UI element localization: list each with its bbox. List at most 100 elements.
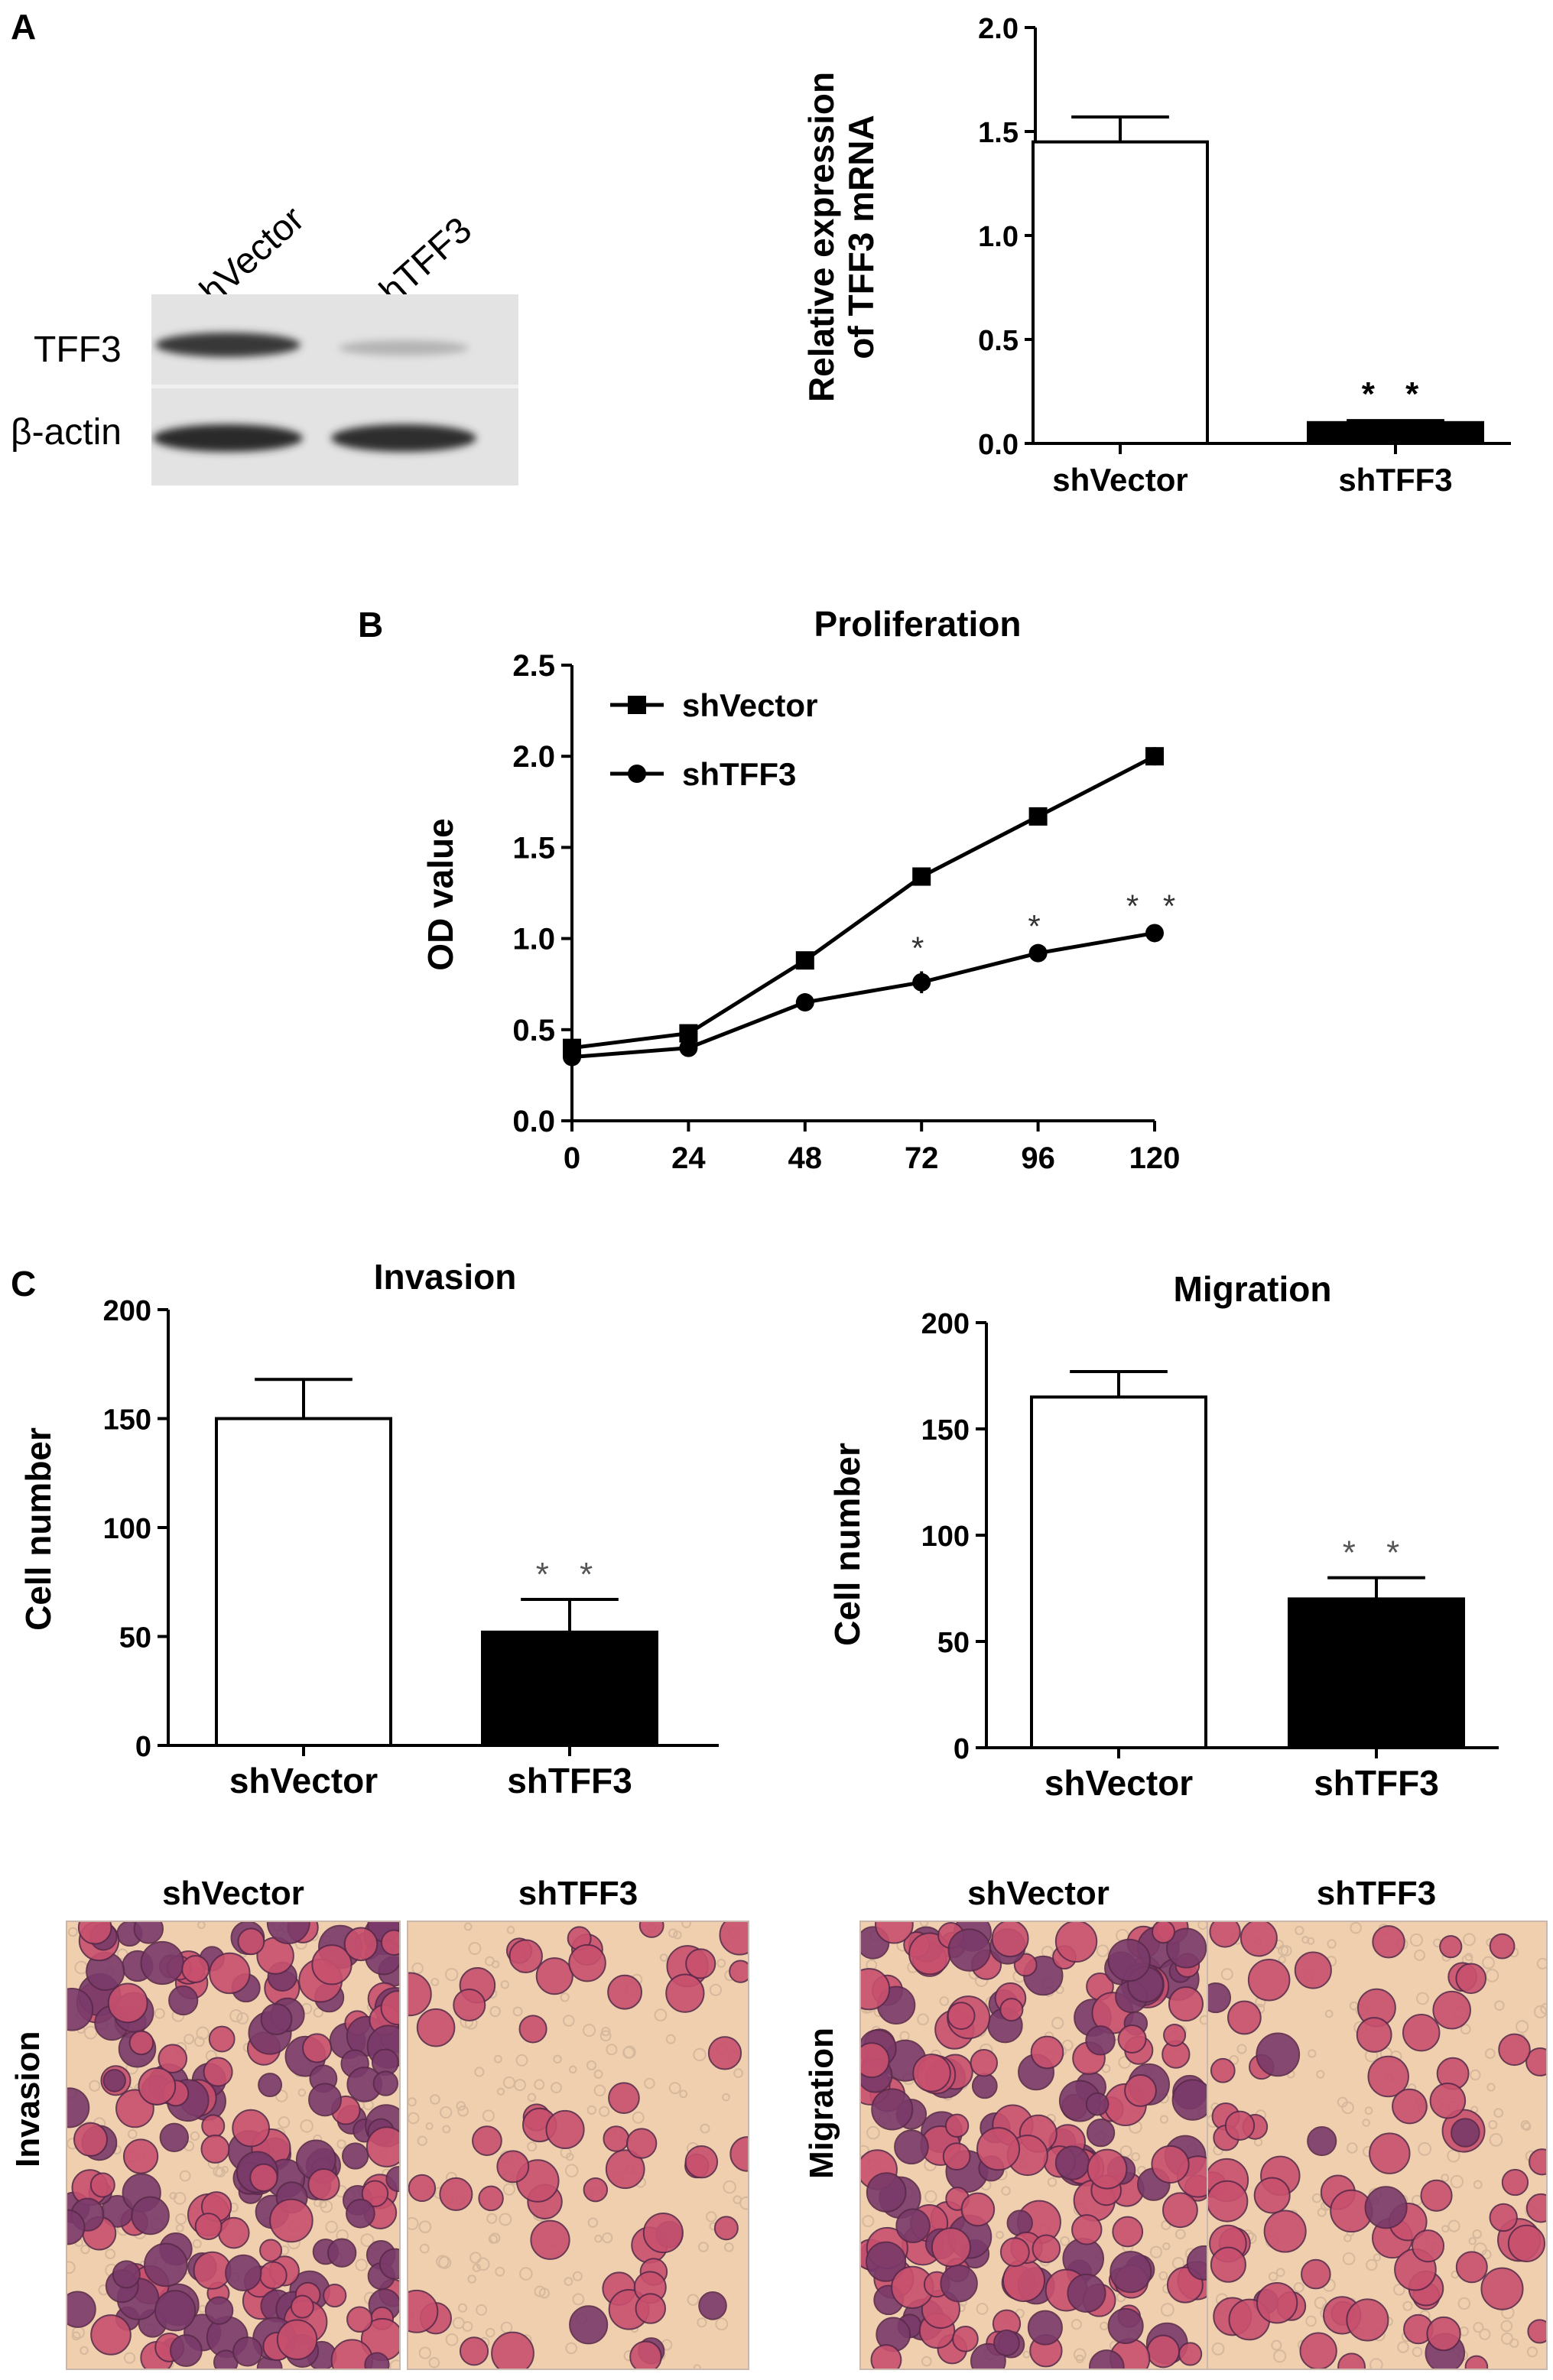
pore	[193, 2036, 205, 2047]
stained-cell	[1168, 1986, 1204, 2022]
bar-shtff3	[1288, 1597, 1465, 1749]
stained-cell	[861, 1968, 891, 2011]
stained-cell	[861, 2042, 890, 2079]
x-tick-label: 120	[1129, 1141, 1181, 1175]
stained-cell	[1107, 2307, 1144, 2344]
stained-cell	[203, 2057, 233, 2087]
pore	[1489, 2133, 1503, 2147]
stained-cell	[1210, 2246, 1246, 2283]
pore	[1293, 2281, 1304, 2293]
y-tick-label: 50	[937, 1627, 970, 1659]
legend-label: shTFF3	[682, 756, 796, 792]
stained-cell	[181, 1955, 210, 1983]
pore	[123, 2352, 136, 2364]
stained-cell	[260, 2003, 293, 2035]
pore	[1337, 2096, 1348, 2108]
stained-cell	[302, 2033, 333, 2063]
legend-label: shVector	[682, 687, 817, 723]
data-point-shtff3	[563, 1047, 581, 1067]
stained-cell	[940, 2264, 978, 2303]
pore	[418, 2346, 432, 2359]
pore	[622, 2046, 635, 2059]
pore	[360, 2233, 375, 2247]
pore	[1271, 2339, 1282, 2351]
pore	[723, 2180, 736, 2194]
stained-cell	[158, 2044, 188, 2073]
stained-cell	[530, 2219, 570, 2260]
panel-letter-a: A	[11, 7, 37, 47]
stained-cell	[408, 1972, 432, 2017]
pore	[1350, 1922, 1362, 1934]
y-tick-label: 100	[921, 1521, 970, 1553]
band-tff3-shtff3	[339, 340, 469, 356]
y-axis-label: Relative expression	[801, 72, 841, 402]
pore	[1162, 2242, 1171, 2251]
stained-cell	[112, 2260, 141, 2289]
stained-cell	[1071, 2214, 1103, 2245]
pore	[169, 2191, 177, 2200]
pore	[485, 1956, 495, 1966]
stained-cell	[366, 2126, 399, 2167]
pore	[1364, 2106, 1373, 2115]
stained-cell	[1529, 2148, 1546, 2176]
pore	[1311, 2193, 1322, 2203]
pore	[534, 2079, 545, 2090]
data-point-shvector	[1028, 807, 1048, 826]
stained-cell	[128, 2030, 154, 2056]
stained-cell	[1146, 2334, 1181, 2369]
stained-cell	[1294, 1951, 1332, 1989]
stained-cell	[1112, 2216, 1144, 2248]
pore	[489, 2005, 501, 2018]
pore	[1342, 2252, 1356, 2265]
pore	[527, 2093, 537, 2102]
pore	[175, 2223, 184, 2232]
micrograph-row-label-migration: Migration	[803, 2028, 840, 2179]
pore	[1463, 1933, 1476, 1947]
pore	[601, 2027, 611, 2037]
stained-cell	[1186, 2245, 1208, 2281]
stained-cell	[1501, 2168, 1529, 2197]
data-point-shtff3	[679, 1038, 698, 1057]
pore	[1060, 2236, 1071, 2246]
pore	[417, 2135, 427, 2146]
y-tick-label: 0.0	[978, 429, 1019, 461]
chart-title: Invasion	[374, 1257, 517, 1297]
pore	[668, 2082, 681, 2095]
pore	[564, 2277, 573, 2286]
blot-row-label-actin: β-actin	[11, 412, 122, 453]
stained-cell	[1239, 1922, 1278, 1957]
stained-cell	[971, 2073, 998, 2099]
stained-cell	[518, 2015, 547, 2044]
stained-cell	[866, 2172, 907, 2213]
stained-cell	[999, 1998, 1024, 2022]
pore	[733, 2195, 742, 2204]
micrograph-migration-shvector	[859, 1921, 1210, 2370]
pore	[275, 2089, 288, 2102]
stained-cell	[1032, 2234, 1061, 2264]
stained-cell	[608, 2082, 640, 2115]
pore	[1494, 2000, 1505, 2011]
stained-cell	[719, 1922, 748, 1956]
western-blot: shVector shTFF3 TFF3 β-actin	[0, 122, 535, 489]
pore	[563, 2015, 575, 2027]
stained-cell	[970, 2049, 999, 2077]
stained-cell	[1162, 2192, 1198, 2229]
stained-cell	[1412, 2229, 1445, 2263]
pore	[179, 2170, 191, 2182]
stained-cell	[122, 2138, 159, 2174]
pore	[300, 2119, 314, 2133]
pore	[1220, 1968, 1233, 1981]
stained-cell	[569, 2305, 609, 2345]
pore	[408, 2216, 419, 2230]
stained-cell	[729, 2136, 748, 2172]
stained-cell	[1085, 2092, 1110, 2116]
pore	[1051, 2017, 1064, 2030]
stained-cell	[380, 1990, 399, 2026]
pore	[1280, 1945, 1292, 1956]
stained-cell	[346, 2198, 375, 2229]
pore	[489, 2232, 501, 2244]
pore	[67, 2261, 76, 2274]
stained-cell	[1432, 1990, 1471, 2030]
pore	[499, 2213, 512, 2226]
stained-cell	[1227, 2000, 1262, 2035]
